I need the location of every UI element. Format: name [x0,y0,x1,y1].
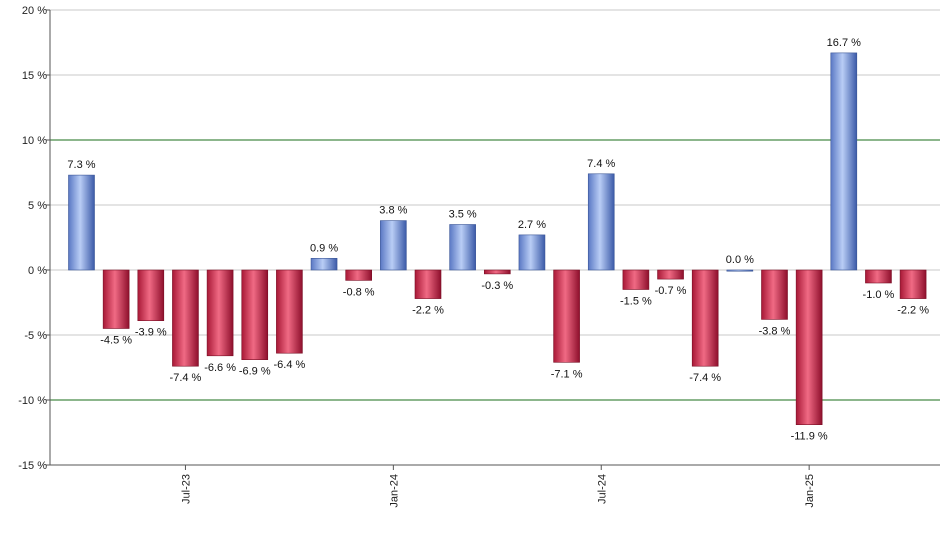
data-label: -0.3 % [481,280,513,292]
bar [68,174,95,271]
bar [899,269,927,299]
y-tick-label: 10 % [22,135,47,147]
data-label: 3.5 % [449,209,477,221]
data-label: 3.8 % [379,205,407,217]
bar [449,224,476,271]
y-tick-label: -15 % [18,460,47,472]
data-label: -1.0 % [863,289,895,301]
data-label: -6.4 % [274,359,306,371]
x-tick-label: Jul-23 [180,474,192,504]
data-label: 0.0 % [726,254,754,266]
data-label: -7.4 % [170,372,202,384]
bar [761,269,788,320]
data-label: 2.7 % [518,219,546,231]
data-label: -0.8 % [343,286,375,298]
bar [691,269,719,367]
y-tick-label: 15 % [22,70,47,82]
bar [345,269,373,281]
data-label: -2.2 % [412,305,444,317]
bar [795,269,823,425]
data-label: -3.8 % [759,325,791,337]
bar [830,52,858,271]
x-tick-label: Jul-24 [596,474,608,504]
data-label: -6.9 % [239,366,271,378]
bar [726,269,754,272]
y-tick-label: 5 % [28,200,47,212]
data-label: 16.7 % [827,37,861,49]
data-label: -6.6 % [204,362,236,374]
bar [865,269,892,284]
bar [414,269,442,299]
x-tick-label: Jan-24 [388,474,400,508]
bar [310,257,338,271]
data-label: 7.3 % [67,159,95,171]
data-label: -2.2 % [897,305,929,317]
data-label: -4.5 % [100,335,132,347]
bar [587,173,615,271]
y-tick-label: -10 % [18,395,47,407]
bar [241,269,269,360]
y-tick-label: -5 % [24,330,47,342]
bar [380,220,407,271]
data-labels: 7.3 %-4.5 %-3.9 %-7.4 %-6.6 % -6.9 %-6.4 … [67,37,929,443]
bars [68,52,927,425]
data-label: 0.9 % [310,242,338,254]
data-label: -1.5 % [620,296,652,308]
data-label: -7.1 % [551,368,583,380]
y-axis: 20 % 15 % 10 % 5 % 0 % -5 % -10 % -15 % [18,5,940,472]
x-axis: Jul-23 Jan-24 Jul-24 Jan-25 [180,465,816,508]
bar [137,269,165,322]
bar [518,234,546,271]
data-label: -0.7 % [655,285,687,297]
y-tick-label: 20 % [22,5,47,17]
data-label: -7.4 % [689,372,721,384]
y-tick-label: 0 % [28,265,47,277]
bar [553,269,580,363]
bar [172,269,199,367]
data-label: -3.9 % [135,327,167,339]
data-label: 7.4 % [587,158,615,170]
bar [657,269,684,280]
bar [483,269,511,275]
data-label: -11.9 % [791,431,828,443]
bar [102,269,130,329]
bar [206,269,234,357]
bar [622,269,650,290]
bar [276,269,303,354]
x-tick-label: Jan-25 [804,474,816,508]
